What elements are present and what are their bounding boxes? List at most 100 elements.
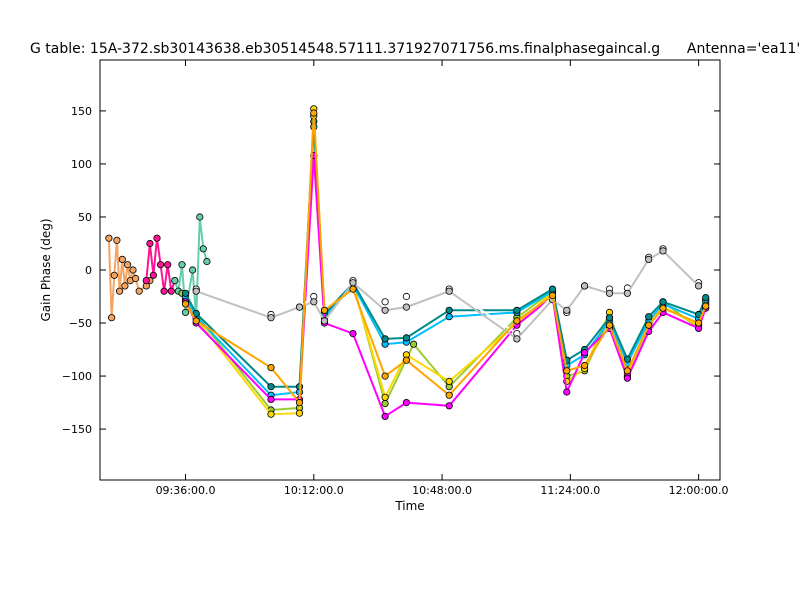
data-point [623,374,632,382]
data-point [116,287,124,295]
data-point [267,363,275,372]
data-point [171,276,179,285]
data-point [124,261,132,269]
data-point [178,261,186,269]
data-point [513,317,521,325]
data-point [702,293,710,302]
data-point [402,334,410,342]
data-point [605,321,614,329]
data-point [694,319,703,327]
data-point [645,313,653,321]
data-point [295,398,304,407]
data-point [563,388,571,396]
data-point [135,287,143,295]
data-point [548,291,557,300]
data-point [160,287,168,295]
data-point [381,306,389,314]
data-point [349,279,357,287]
data-point [605,289,614,297]
data-point [623,355,632,363]
data-point [267,383,275,391]
data-point [381,298,389,306]
data-point [580,282,589,290]
data-point [445,402,453,410]
y-tick-label: 100 [71,158,92,171]
y-tick-label: 0 [85,264,92,277]
data-point [189,266,197,274]
data-point [659,247,667,255]
y-axis-label: Gain Phase (deg) [39,218,53,321]
data-point [694,282,703,290]
series-layer [105,105,710,420]
data-point [105,234,113,242]
x-axis-label: Time [394,499,424,513]
data-point [349,285,357,293]
data-point [349,329,357,338]
data-point [267,395,275,403]
data-point [623,289,632,297]
data-point [445,287,453,295]
data-point [121,282,129,290]
series-0 [105,234,154,322]
data-point [402,356,410,364]
chart-title: G table: 15A-372.sb30143638.eb30514548.5… [30,41,800,57]
data-point [563,367,571,375]
data-point [659,298,667,306]
data-point [129,266,137,274]
data-point [659,304,667,312]
data-point [381,399,389,408]
y-tick-label: −50 [69,317,92,330]
data-point [192,287,200,295]
data-point [381,372,389,380]
data-point [146,239,154,248]
data-point [645,255,653,263]
y-tick-label: −150 [62,423,92,436]
data-point [267,410,275,418]
data-point [157,261,165,269]
data-point [181,300,190,308]
data-point [118,255,126,263]
data-point [381,335,389,343]
data-point [409,340,418,348]
data-point [445,313,453,321]
data-point [113,236,121,244]
data-point [310,109,318,117]
data-point [580,349,589,357]
data-point [445,306,453,314]
x-tick-label: 10:48:00.0 [412,484,472,497]
data-point [445,377,453,385]
x-tick-label: 11:24:00.0 [540,484,600,497]
data-point [563,306,571,314]
data-point [548,285,557,293]
x-tick-label: 10:12:00.0 [284,484,344,497]
data-point [513,335,521,343]
data-point [108,314,116,322]
data-point [203,257,211,266]
data-point [164,261,172,269]
x-axis: 09:36:00.0 10:12:00.0 10:48:00.0 11:24:00.0… [156,60,729,497]
series-line [184,112,707,406]
data-point [295,409,304,417]
data-point [381,412,389,420]
data-point [402,398,410,407]
data-point [199,245,207,253]
y-tick-label: 50 [78,211,92,224]
data-point [513,306,521,314]
data-point [192,317,200,325]
data-point [153,234,161,242]
data-point [196,213,204,221]
data-point [192,309,200,318]
data-point [267,314,275,322]
data-point [310,298,318,306]
x-tick-label: 12:00:00.0 [669,484,729,497]
data-point [645,321,653,329]
data-point [149,271,157,279]
data-point [702,302,710,310]
series-10 [181,109,710,407]
series-2 [171,213,211,322]
y-axis: 150 100 50 0 −50 −100 −150 [62,105,720,436]
data-point [402,292,410,301]
data-point [402,303,410,311]
